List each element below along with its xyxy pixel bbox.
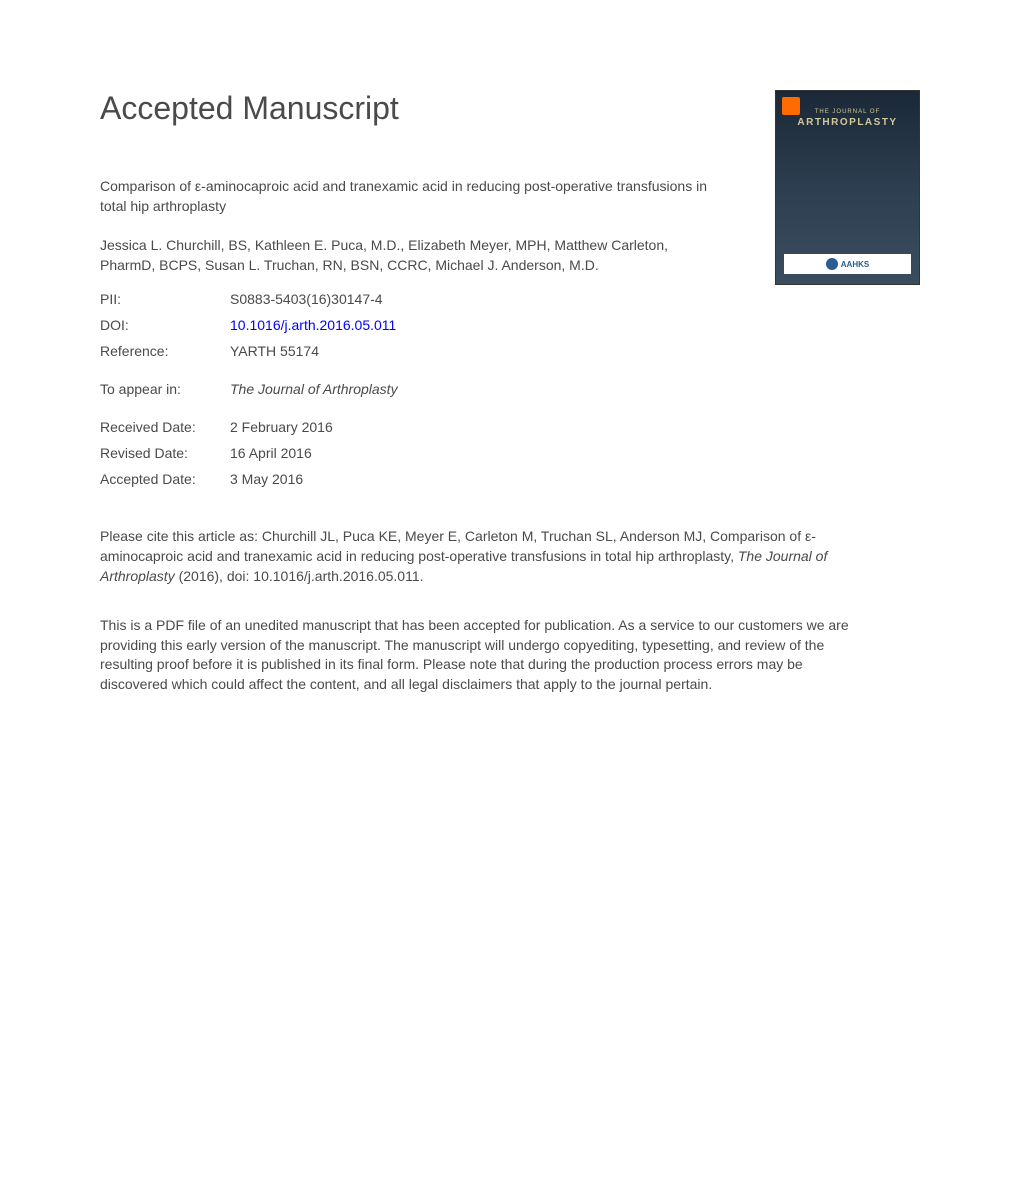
disclaimer-paragraph: This is a PDF file of an unedited manusc… bbox=[100, 616, 860, 694]
citation-suffix: (2016), doi: 10.1016/j.arth.2016.05.011. bbox=[175, 568, 424, 584]
citation-instruction: Please cite this article as: Churchill J… bbox=[100, 527, 860, 586]
reference-label: Reference: bbox=[100, 343, 230, 359]
received-value: 2 February 2016 bbox=[230, 419, 333, 435]
received-row: Received Date: 2 February 2016 bbox=[100, 419, 920, 435]
cover-logo-text: AAHKS bbox=[841, 260, 869, 269]
elsevier-logo-icon bbox=[782, 97, 800, 115]
spacer bbox=[100, 407, 920, 419]
cover-society-logo: AAHKS bbox=[784, 254, 911, 274]
reference-row: Reference: YARTH 55174 bbox=[100, 343, 920, 359]
doi-row: DOI: 10.1016/j.arth.2016.05.011 bbox=[100, 317, 920, 333]
doi-link[interactable]: 10.1016/j.arth.2016.05.011 bbox=[230, 317, 396, 333]
journal-cover-thumbnail: THE JOURNAL OF ARTHROPLASTY AAHKS bbox=[775, 90, 920, 285]
appear-row: To appear in: The Journal of Arthroplast… bbox=[100, 381, 920, 397]
aahks-icon bbox=[826, 258, 838, 270]
received-label: Received Date: bbox=[100, 419, 230, 435]
pii-value: S0883-5403(16)30147-4 bbox=[230, 291, 383, 307]
pii-row: PII: S0883-5403(16)30147-4 bbox=[100, 291, 920, 307]
accepted-label: Accepted Date: bbox=[100, 471, 230, 487]
revised-row: Revised Date: 16 April 2016 bbox=[100, 445, 920, 461]
authors-list: Jessica L. Churchill, BS, Kathleen E. Pu… bbox=[100, 236, 720, 275]
revised-label: Revised Date: bbox=[100, 445, 230, 461]
accepted-value: 3 May 2016 bbox=[230, 471, 303, 487]
pii-label: PII: bbox=[100, 291, 230, 307]
metadata-table: PII: S0883-5403(16)30147-4 DOI: 10.1016/… bbox=[100, 291, 920, 487]
revised-value: 16 April 2016 bbox=[230, 445, 312, 461]
article-title: Comparison of ε-aminocaproic acid and tr… bbox=[100, 177, 720, 216]
reference-value: YARTH 55174 bbox=[230, 343, 319, 359]
cover-journal-prefix: THE JOURNAL OF bbox=[815, 109, 880, 115]
cover-journal-title: ARTHROPLASTY bbox=[797, 117, 897, 128]
doi-label: DOI: bbox=[100, 317, 230, 333]
accepted-row: Accepted Date: 3 May 2016 bbox=[100, 471, 920, 487]
citation-prefix: Please cite this article as: Churchill J… bbox=[100, 528, 816, 564]
spacer bbox=[100, 369, 920, 381]
page-container: THE JOURNAL OF ARTHROPLASTY AAHKS Accept… bbox=[100, 90, 920, 695]
appear-label: To appear in: bbox=[100, 381, 230, 397]
appear-value: The Journal of Arthroplasty bbox=[230, 381, 398, 397]
